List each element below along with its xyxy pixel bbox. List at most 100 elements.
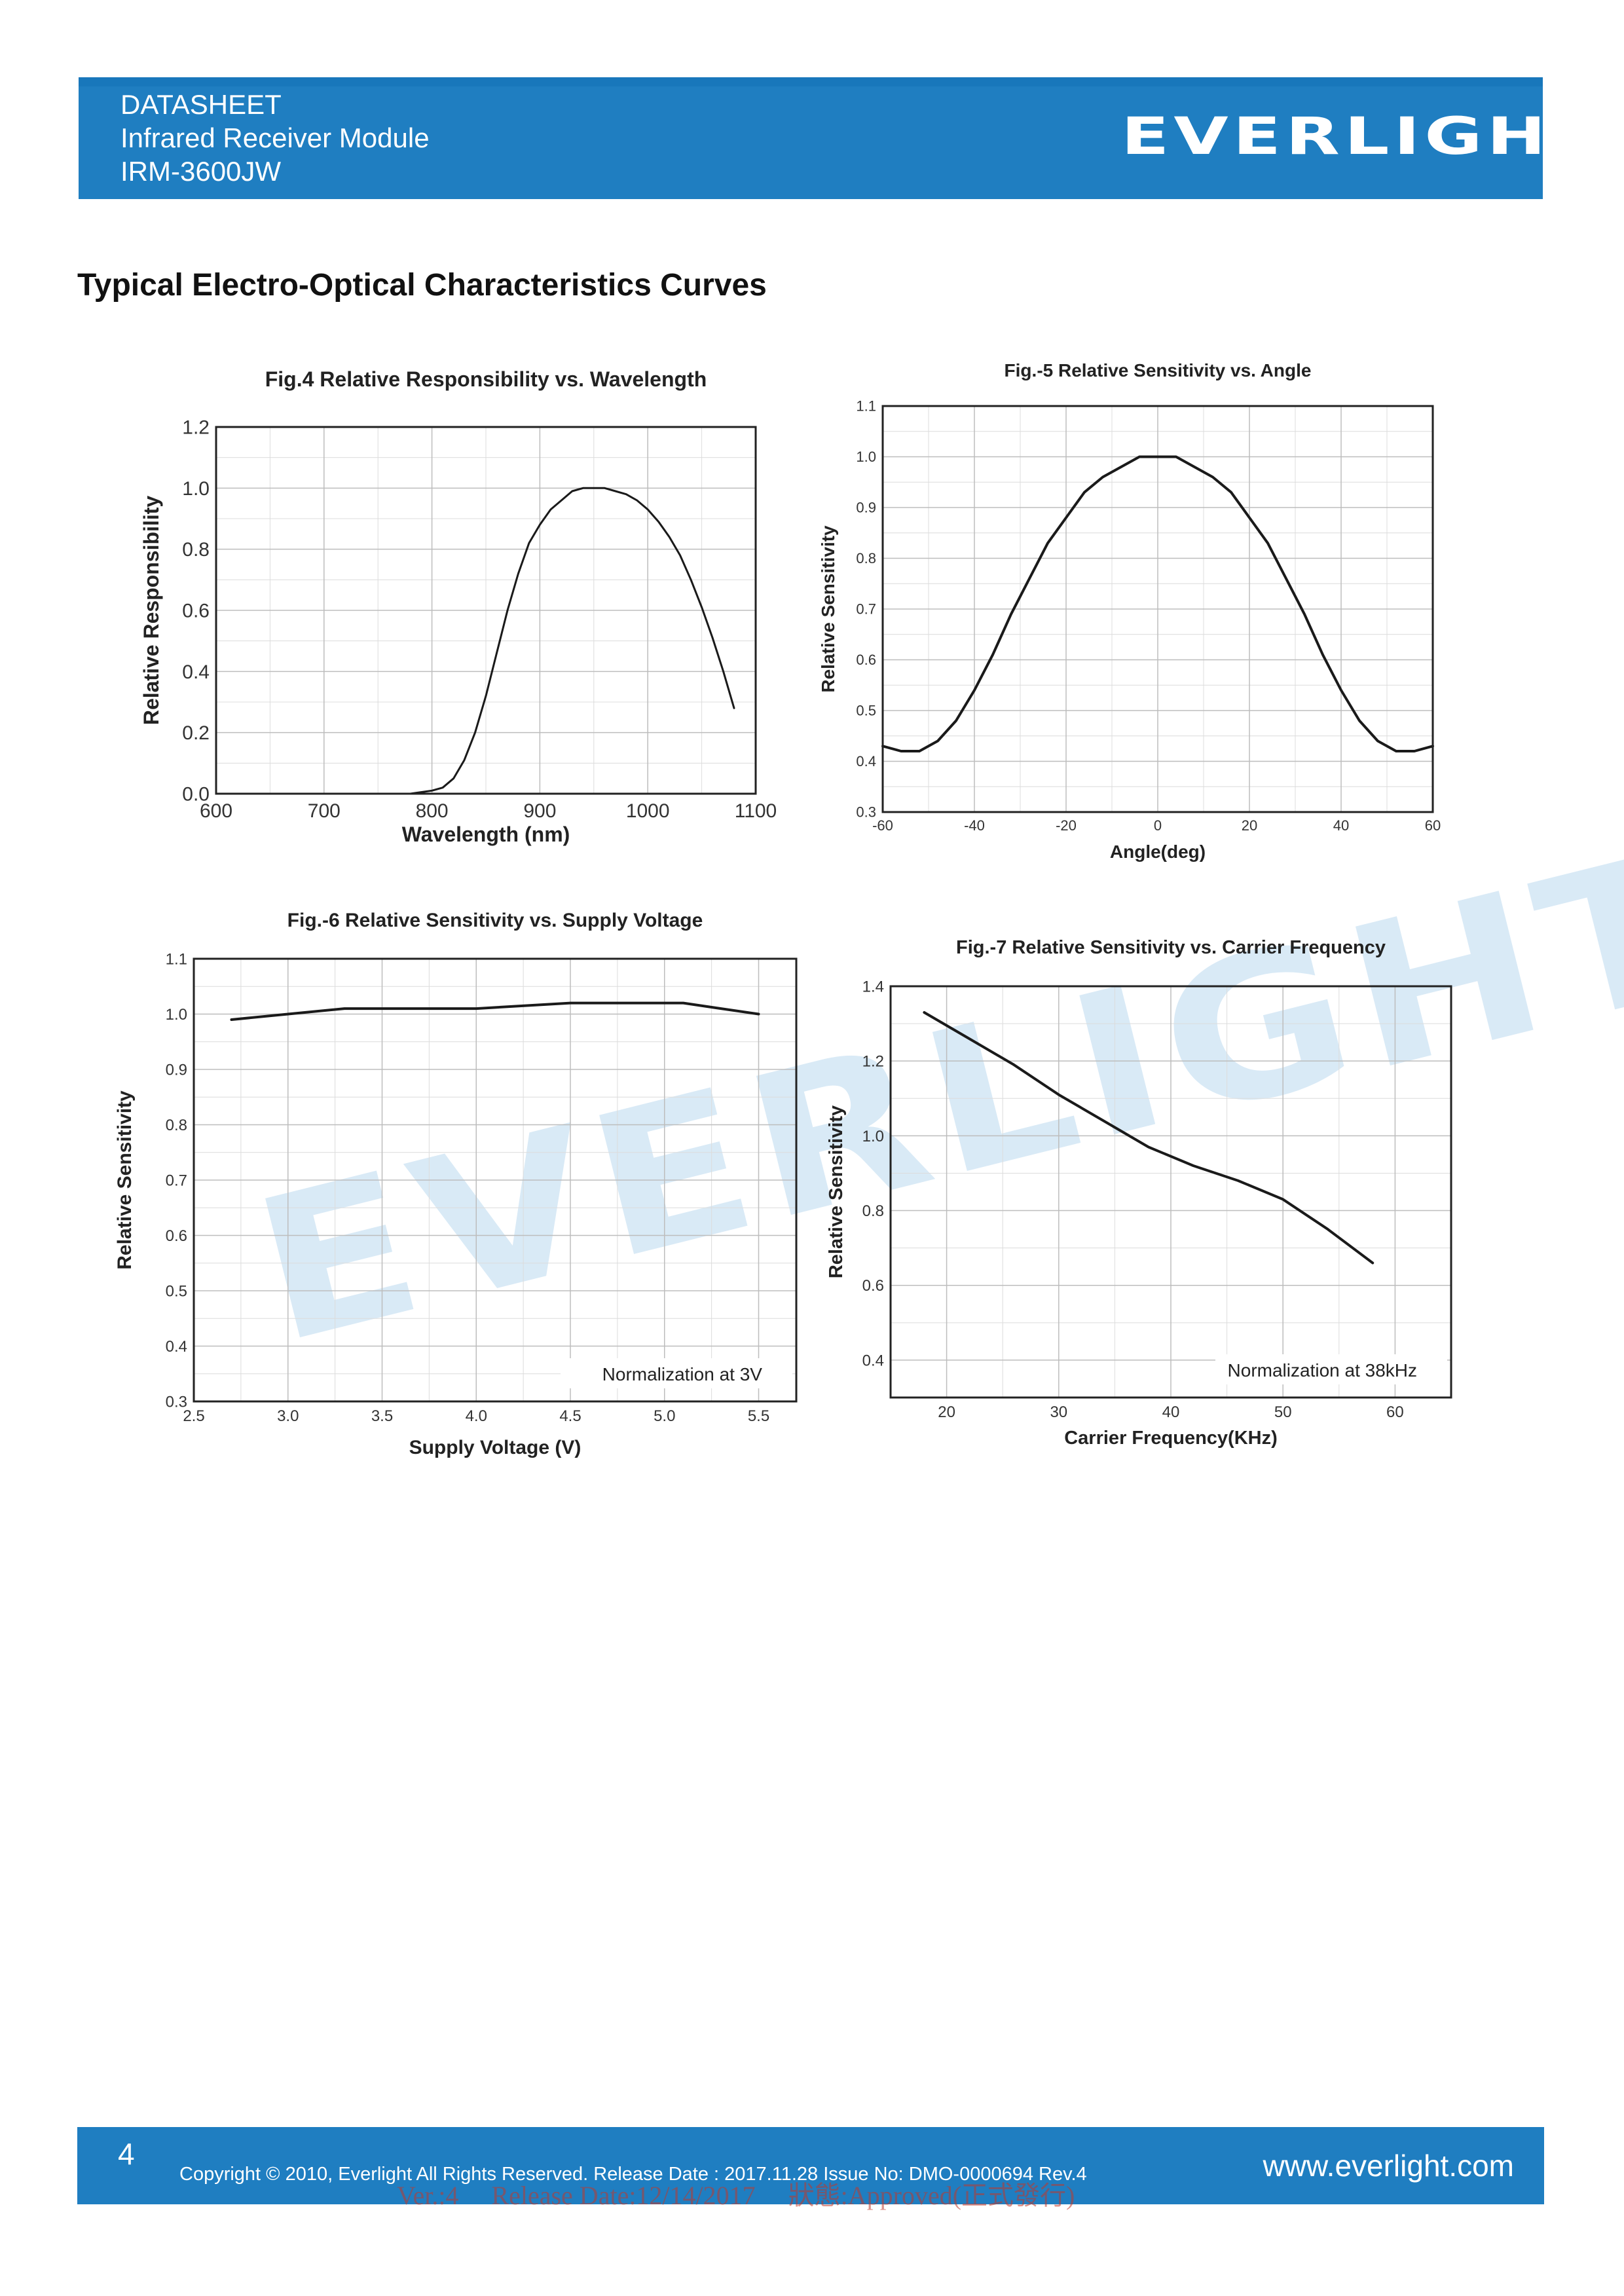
x-tick-label: 1100	[735, 800, 777, 822]
x-tick-label: 5.5	[748, 1407, 769, 1425]
y-tick-label: 0.3	[856, 804, 876, 821]
annotation-background	[1215, 1354, 1447, 1384]
annotation-background	[561, 1358, 792, 1388]
y-tick-label: 1.0	[856, 449, 876, 465]
x-tick-label: 2.5	[183, 1407, 204, 1425]
x-axis-label: Carrier Frequency(KHz)	[1064, 1428, 1278, 1449]
y-tick-label: 0.7	[166, 1172, 187, 1189]
y-tick-label: 1.0	[166, 1006, 187, 1024]
x-tick-label: 20	[938, 1403, 955, 1421]
section-title: Typical Electro-Optical Characteristics …	[77, 268, 767, 303]
header-part-number: IRM-3600JW	[120, 156, 282, 187]
x-tick-label: 5.0	[654, 1407, 675, 1425]
series-line	[881, 455, 1434, 752]
y-tick-label: 0.6	[166, 1227, 187, 1245]
series-line	[230, 1001, 760, 1021]
plot-frame	[215, 426, 757, 795]
header-product-type: Infrared Receiver Module	[120, 122, 430, 153]
everlight-logo: EVERLIGHT	[1121, 107, 1603, 166]
x-axis-label: Angle(deg)	[1110, 842, 1206, 862]
chart-fig4-wavelength: Fig.4 Relative Responsibility vs. Wavele…	[139, 367, 777, 846]
y-axis-label: Relative Sensitivity	[818, 525, 838, 693]
x-tick-label: 3.5	[371, 1407, 393, 1425]
major-grid	[193, 958, 796, 1402]
copyright-text: Copyright © 2010, Everlight All Rights R…	[179, 2164, 1087, 2185]
page-number: 4	[118, 2137, 135, 2171]
header-text-block: DATASHEET Infrared Receiver Module IRM-3…	[120, 88, 430, 188]
y-tick-label: 0.8	[166, 1117, 187, 1134]
x-tick-label: 0	[1154, 817, 1162, 834]
y-axis-label: Relative Responsibility	[139, 496, 163, 726]
y-tick-label: 1.4	[862, 978, 884, 995]
x-tick-label: 600	[200, 800, 232, 822]
y-axis-label: Relative Sensitivity	[826, 1105, 847, 1278]
x-tick-label: 60	[1386, 1403, 1404, 1421]
y-tick-label: 1.0	[862, 1128, 884, 1145]
y-tick-label: 0.6	[856, 652, 876, 668]
x-tick-label: 4.5	[559, 1407, 581, 1425]
x-tick-label: 50	[1274, 1403, 1292, 1421]
x-tick-label: 40	[1333, 817, 1349, 834]
y-tick-label: 0.5	[856, 703, 876, 719]
y-tick-label: 0.7	[856, 601, 876, 618]
y-tick-label: 0.4	[856, 753, 876, 769]
x-tick-label: 40	[1162, 1403, 1180, 1421]
x-tick-label: 1000	[626, 800, 670, 822]
y-axis-label: Relative Sensitivity	[114, 1090, 136, 1270]
chart-fig7-carrier-frequency: Fig.-7 Relative Sensitivity vs. Carrier …	[826, 937, 1452, 1449]
x-tick-label: -20	[1056, 817, 1077, 834]
chart-title: Fig.-6 Relative Sensitivity vs. Supply V…	[287, 910, 703, 931]
y-tick-label: 0.9	[856, 500, 876, 516]
y-tick-label: 0.3	[166, 1393, 187, 1411]
y-tick-label: 0.8	[862, 1202, 884, 1220]
x-tick-label: -40	[964, 817, 985, 834]
x-axis-label: Wavelength (nm)	[402, 823, 570, 846]
x-tick-label: 3.0	[277, 1407, 299, 1425]
x-tick-label: 4.0	[466, 1407, 487, 1425]
y-tick-label: 1.0	[182, 478, 210, 500]
y-tick-label: 0.5	[166, 1282, 187, 1300]
plot-frame	[889, 985, 1452, 1399]
page-header: DATASHEET Infrared Receiver Module IRM-3…	[79, 77, 1598, 199]
plot-frame	[881, 405, 1434, 813]
chart-fig6-supply-voltage: Fig.-6 Relative Sensitivity vs. Supply V…	[114, 910, 798, 1458]
page-footer: 4 Copyright © 2010, Everlight All Rights…	[77, 2127, 1544, 2210]
chart-fig5-angle: Fig.-5 Relative Sensitivity vs. Angle -60…	[818, 360, 1441, 862]
x-axis-label: Supply Voltage (V)	[409, 1437, 581, 1458]
series-line	[923, 1011, 1375, 1265]
chart-title: Fig.-5 Relative Sensitivity vs. Angle	[1005, 360, 1312, 380]
y-tick-label: 0.2	[182, 722, 210, 744]
major-grid	[891, 986, 1451, 1398]
normalization-annotation: Normalization at 38kHz	[1228, 1360, 1417, 1380]
chart-title: Fig.4 Relative Responsibility vs. Wavele…	[265, 367, 707, 391]
x-tick-label: 30	[1050, 1403, 1067, 1421]
y-tick-label: 0.0	[182, 784, 210, 805]
x-tick-label: 800	[416, 800, 449, 822]
x-tick-label: 60	[1425, 817, 1441, 834]
x-tick-label: 20	[1242, 817, 1257, 834]
header-doc-type: DATASHEET	[120, 89, 282, 120]
major-grid	[882, 405, 1433, 813]
x-tick-label: -60	[872, 817, 893, 834]
y-tick-label: 0.4	[182, 661, 210, 683]
y-tick-label: 0.6	[862, 1277, 884, 1295]
chart-title: Fig.-7 Relative Sensitivity vs. Carrier …	[956, 937, 1386, 958]
normalization-annotation: Normalization at 3V	[602, 1364, 763, 1384]
y-tick-label: 0.8	[856, 550, 876, 566]
plot-frame	[193, 957, 798, 1403]
y-tick-label: 0.8	[182, 539, 210, 561]
x-tick-label: 700	[308, 800, 341, 822]
series-line	[409, 487, 735, 795]
y-tick-label: 0.4	[166, 1338, 187, 1356]
y-tick-label: 1.2	[862, 1053, 884, 1071]
y-tick-label: 1.1	[166, 950, 187, 968]
y-tick-label: 1.1	[856, 398, 876, 415]
y-tick-label: 0.9	[166, 1061, 187, 1079]
x-tick-label: 900	[523, 800, 556, 822]
header-top-stripe	[79, 77, 1543, 86]
y-tick-label: 0.6	[182, 601, 210, 622]
website-link[interactable]: www.everlight.com	[1263, 2149, 1514, 2183]
release-stamp: Ver.:4 Release Date:12/14/2017 狀態:Approv…	[397, 2181, 1075, 2210]
y-tick-label: 0.4	[862, 1352, 884, 1369]
y-tick-label: 1.2	[182, 417, 210, 439]
